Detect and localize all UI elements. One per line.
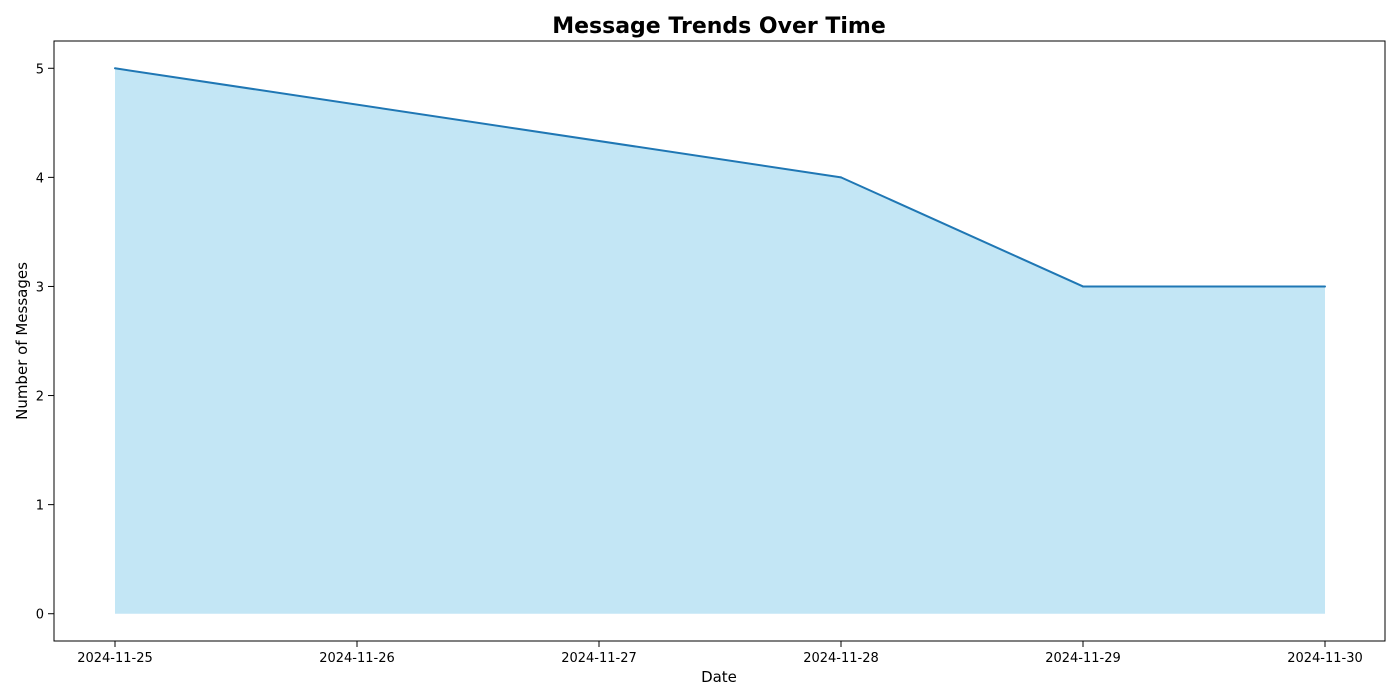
y-axis-label: Number of Messages bbox=[13, 262, 31, 420]
x-axis-label: Date bbox=[701, 668, 737, 686]
x-axis: 2024-11-25 2024-11-26 2024-11-27 2024-11-28… bbox=[77, 641, 1363, 666]
x-tick-label: 2024-11-30 bbox=[1287, 651, 1363, 666]
plot-area bbox=[54, 41, 1385, 641]
area-fill bbox=[115, 68, 1325, 613]
y-tick-label: 1 bbox=[36, 499, 44, 514]
y-tick-label: 4 bbox=[36, 171, 44, 186]
y-axis: 0 1 2 3 4 5 bbox=[36, 62, 54, 622]
y-tick-label: 2 bbox=[36, 390, 44, 405]
y-tick-label: 3 bbox=[36, 280, 44, 295]
x-tick-label: 2024-11-26 bbox=[319, 651, 395, 666]
x-tick-label: 2024-11-27 bbox=[561, 651, 637, 666]
x-tick-label: 2024-11-25 bbox=[77, 651, 153, 666]
y-tick-label: 5 bbox=[36, 62, 44, 77]
chart-title: Message Trends Over Time bbox=[552, 14, 886, 39]
x-tick-label: 2024-11-29 bbox=[1045, 651, 1121, 666]
y-tick-label: 0 bbox=[36, 608, 44, 623]
x-tick-label: 2024-11-28 bbox=[803, 651, 879, 666]
